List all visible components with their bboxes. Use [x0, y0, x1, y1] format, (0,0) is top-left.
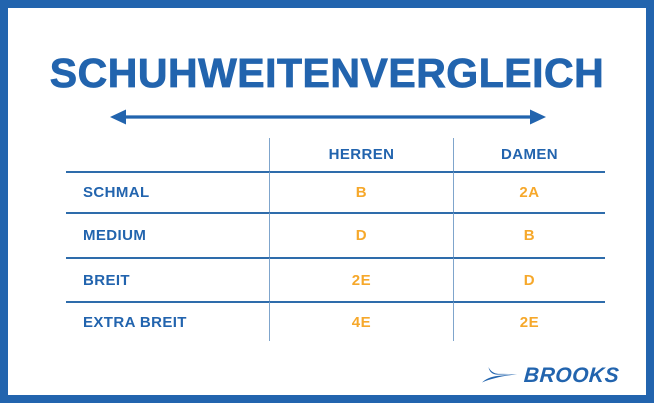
width-range-arrow-icon [110, 109, 546, 125]
row-label-medium: MEDIUM [66, 212, 269, 257]
cell-schmal-damen: 2A [453, 171, 605, 212]
brooks-wordmark: BROOKS [523, 364, 620, 387]
row-label-breit: BREIT [66, 257, 269, 301]
cell-breit-damen: D [453, 257, 605, 301]
cell-extra-breit-damen: 2E [453, 301, 605, 341]
cell-medium-damen: B [453, 212, 605, 257]
row-label-schmal: SCHMAL [66, 171, 269, 212]
column-header-damen: DAMEN [453, 138, 605, 171]
cell-medium-herren: D [269, 212, 453, 257]
cell-extra-breit-herren: 4E [269, 301, 453, 341]
row-label-extra-breit: EXTRA BREIT [66, 301, 269, 341]
corner-cell [66, 138, 269, 171]
page-title: SCHUHWEITENVERGLEICH [49, 50, 605, 97]
cell-schmal-herren: B [269, 171, 453, 212]
brooks-chevron-swoosh-icon [481, 367, 517, 383]
brooks-logo: BROOKS [481, 364, 620, 387]
column-header-herren: HERREN [269, 138, 453, 171]
cell-breit-herren: 2E [269, 257, 453, 301]
comparison-table: HERREN DAMEN SCHMAL B 2A MEDIUM D B BREI… [66, 138, 605, 341]
